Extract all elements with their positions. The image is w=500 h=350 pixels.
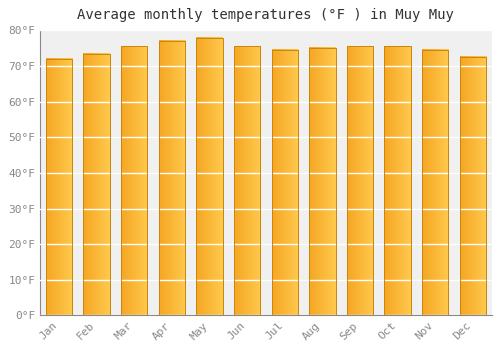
Bar bbox=[460, 57, 486, 315]
Title: Average monthly temperatures (°F ) in Muy Muy: Average monthly temperatures (°F ) in Mu… bbox=[78, 8, 454, 22]
Bar bbox=[309, 48, 336, 315]
Bar bbox=[121, 47, 148, 315]
Bar bbox=[158, 41, 185, 315]
Bar bbox=[84, 54, 110, 315]
Bar bbox=[347, 47, 373, 315]
Bar bbox=[384, 47, 411, 315]
Bar bbox=[196, 37, 222, 315]
Bar bbox=[422, 50, 448, 315]
Bar bbox=[46, 59, 72, 315]
Bar bbox=[272, 50, 298, 315]
Bar bbox=[234, 47, 260, 315]
